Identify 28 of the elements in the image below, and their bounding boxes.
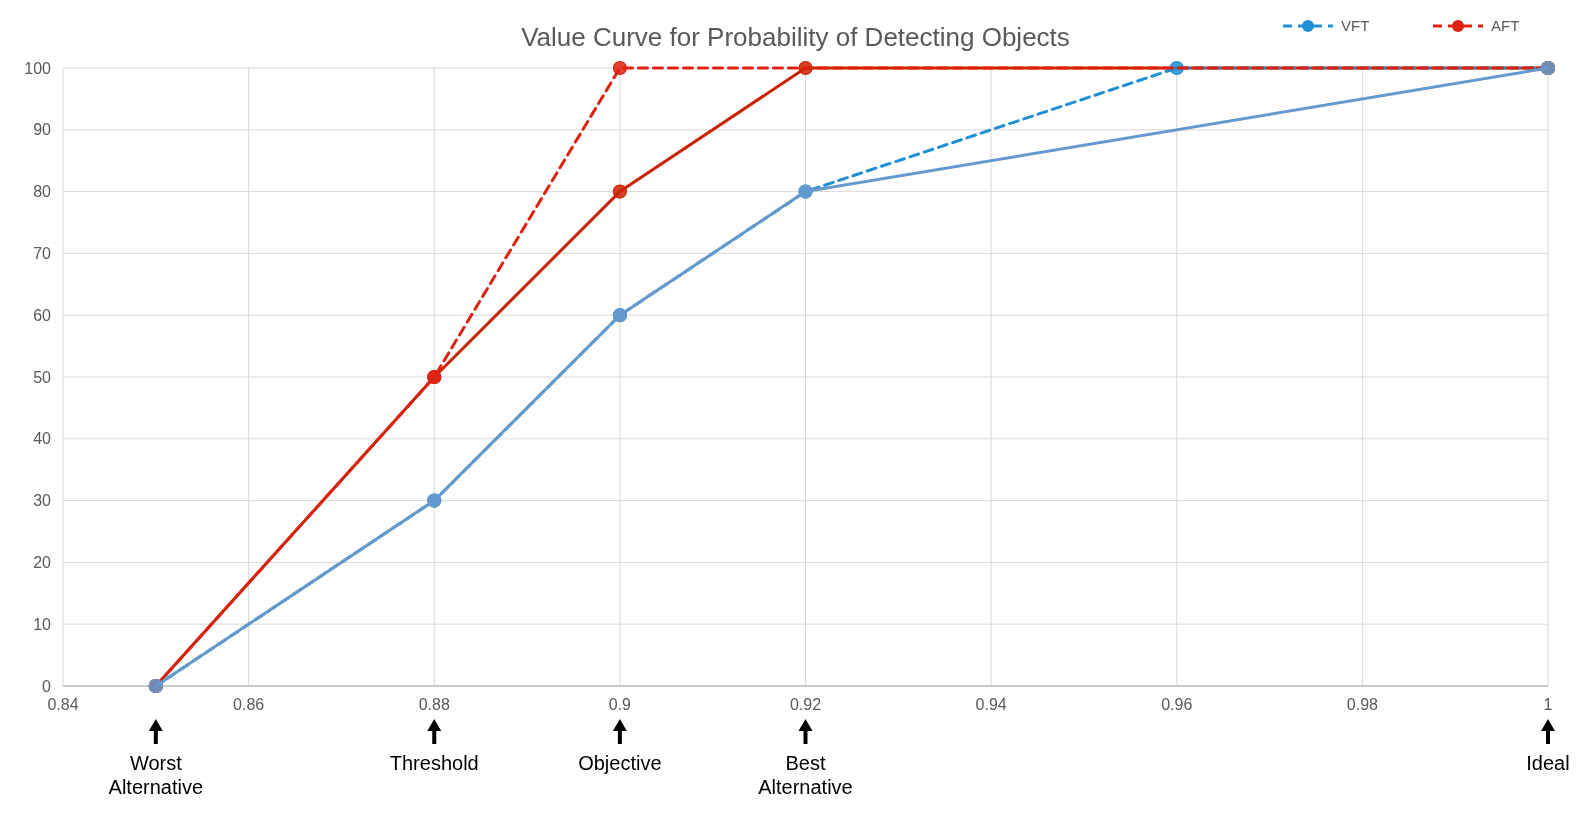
text: Threshold bbox=[389, 752, 479, 774]
x-tick-label: 0.96 bbox=[1161, 696, 1193, 713]
y-tick-label: 20 bbox=[33, 554, 52, 571]
legend-label: AFT bbox=[1491, 17, 1520, 35]
x-tick-label: 0.86 bbox=[233, 696, 265, 713]
y-tick-label: 80 bbox=[33, 183, 52, 201]
y-tick-label: 50 bbox=[33, 368, 52, 386]
x-tick-label: 0.88 bbox=[418, 696, 450, 713]
y-tick-label: 100 bbox=[24, 59, 52, 77]
legend-label: VFT bbox=[1341, 17, 1370, 35]
text: Objective bbox=[578, 752, 662, 774]
y-tick-label: 40 bbox=[33, 430, 52, 448]
x-tick-label: 0.92 bbox=[789, 696, 822, 713]
x-tick-label: 0.94 bbox=[975, 696, 1007, 713]
text: Best Alternative bbox=[758, 752, 853, 798]
x-tick-label: 0.9 bbox=[608, 696, 632, 713]
x-tick-label: 1 bbox=[1543, 696, 1553, 713]
y-tick-label: 90 bbox=[33, 121, 52, 139]
x-tick-label: 0.98 bbox=[1346, 696, 1379, 713]
text: Ideal bbox=[1526, 752, 1570, 774]
chart-title: Value Curve for Probability of Detecting Objects bbox=[521, 22, 1070, 52]
y-tick-label: 70 bbox=[33, 245, 52, 262]
y-tick-label: 10 bbox=[33, 615, 52, 633]
y-tick-label: 0 bbox=[42, 677, 52, 695]
y-tick-label: 60 bbox=[33, 306, 52, 324]
x-tick-label: 0.84 bbox=[47, 696, 79, 713]
y-tick-label: 30 bbox=[33, 492, 52, 510]
text: Worst Alternative bbox=[108, 752, 204, 798]
